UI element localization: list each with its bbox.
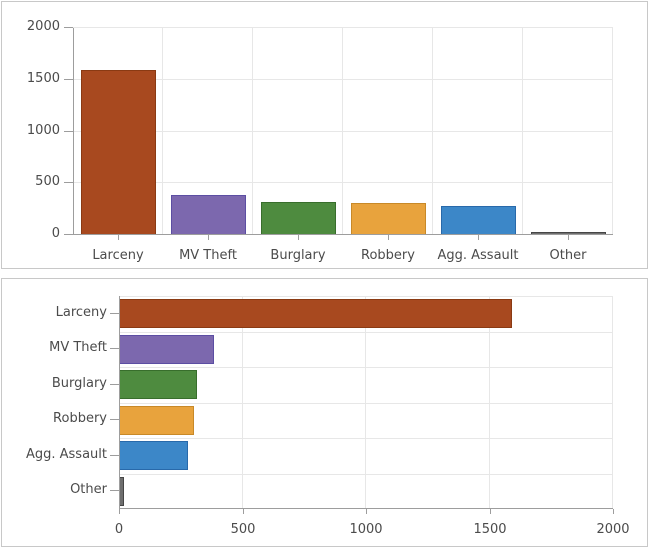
- h-gridline: [73, 27, 613, 28]
- x-tick: [366, 509, 367, 514]
- category-label-larceny: Larceny: [92, 248, 144, 263]
- y-tick: [64, 27, 73, 28]
- bar-burglary[interactable]: [119, 370, 197, 399]
- v-gridline: [489, 296, 490, 509]
- x-tick: [118, 235, 119, 240]
- y-tick: [110, 490, 119, 491]
- v-gridline: [612, 296, 613, 509]
- h-gridline: [119, 296, 613, 297]
- v-gridline: [522, 28, 523, 235]
- h-gridline: [119, 367, 613, 368]
- y-tick-label: 1500: [26, 70, 60, 86]
- x-axis-line: [119, 508, 613, 509]
- y-tick: [110, 384, 119, 385]
- x-tick: [568, 235, 569, 240]
- v-gridline: [162, 28, 163, 235]
- v-gridline: [242, 296, 243, 509]
- y-tick: [110, 419, 119, 420]
- y-tick-label: 1000: [26, 122, 60, 138]
- bar-agg-assault[interactable]: [440, 206, 516, 235]
- h-gridline: [119, 438, 613, 439]
- h-gridline: [119, 403, 613, 404]
- y-tick-label: 2000: [26, 19, 60, 34]
- horizontal-bar-chart: Larceny MV Theft Burglary Robbery Agg. Assau…: [2, 279, 647, 546]
- y-tick: [110, 313, 119, 314]
- category-label-burglary: Burglary: [51, 376, 107, 391]
- x-tick: [298, 235, 299, 240]
- x-tick-label: 2000: [596, 522, 630, 537]
- category-label-mv-theft: MV Theft: [49, 340, 107, 355]
- x-tick-label: 1000: [349, 522, 383, 537]
- x-tick: [490, 509, 491, 514]
- category-label-robbery: Robbery: [361, 248, 415, 263]
- category-label-other: Other: [549, 248, 587, 263]
- y-tick-label: 0: [51, 226, 60, 241]
- category-label-larceny: Larceny: [55, 305, 107, 320]
- y-tick: [64, 234, 73, 235]
- x-tick-label: 1500: [473, 522, 507, 537]
- bar-mv-theft[interactable]: [119, 335, 214, 364]
- h-gridline: [119, 474, 613, 475]
- bar-larceny[interactable]: [119, 299, 512, 328]
- vertical-bar-chart: 0 500 1000 1500 2000 Larceny MV Theft Burglary R…: [2, 2, 647, 268]
- x-tick: [478, 235, 479, 240]
- h-gridline: [119, 332, 613, 333]
- bar-mv-theft[interactable]: [170, 195, 246, 235]
- category-label-agg-assault: Agg. Assault: [25, 447, 107, 462]
- plot-area: [73, 27, 613, 235]
- bar-agg-assault[interactable]: [119, 441, 188, 470]
- v-gridline: [342, 28, 343, 235]
- y-tick: [64, 78, 73, 80]
- x-tick: [208, 235, 209, 240]
- x-axis-line: [73, 234, 613, 235]
- y-axis-line: [73, 28, 74, 235]
- bar-robbery[interactable]: [350, 203, 426, 235]
- bar-robbery[interactable]: [119, 406, 194, 435]
- y-tick: [110, 348, 119, 349]
- x-tick: [388, 235, 389, 240]
- x-tick-label: 500: [230, 522, 256, 537]
- y-tick: [64, 130, 73, 132]
- x-tick: [243, 509, 244, 514]
- h-gridline: [73, 78, 613, 80]
- x-tick: [613, 509, 614, 514]
- v-gridline: [252, 28, 253, 235]
- category-label-mv-theft: MV Theft: [179, 248, 237, 263]
- vertical-bar-chart-panel: 0 500 1000 1500 2000 Larceny MV Theft Burglary R…: [1, 1, 648, 269]
- category-label-robbery: Robbery: [53, 411, 107, 426]
- y-axis-line: [119, 296, 120, 509]
- y-tick: [110, 455, 119, 456]
- y-tick-label: 500: [35, 174, 60, 190]
- category-label-burglary: Burglary: [270, 248, 326, 263]
- v-gridline: [432, 28, 433, 235]
- bar-burglary[interactable]: [260, 202, 336, 235]
- bar-larceny[interactable]: [80, 70, 156, 235]
- h-gridline: [73, 130, 613, 132]
- horizontal-bar-chart-panel: Larceny MV Theft Burglary Robbery Agg. Assau…: [1, 278, 648, 547]
- category-label-other: Other: [70, 482, 107, 497]
- plot-area: [119, 296, 613, 509]
- v-gridline: [612, 28, 613, 235]
- h-gridline: [73, 182, 613, 184]
- x-tick-label: 0: [114, 522, 124, 537]
- v-gridline: [365, 296, 366, 509]
- x-tick: [119, 509, 120, 514]
- category-label-agg-assault: Agg. Assault: [437, 248, 519, 263]
- y-tick: [64, 182, 73, 184]
